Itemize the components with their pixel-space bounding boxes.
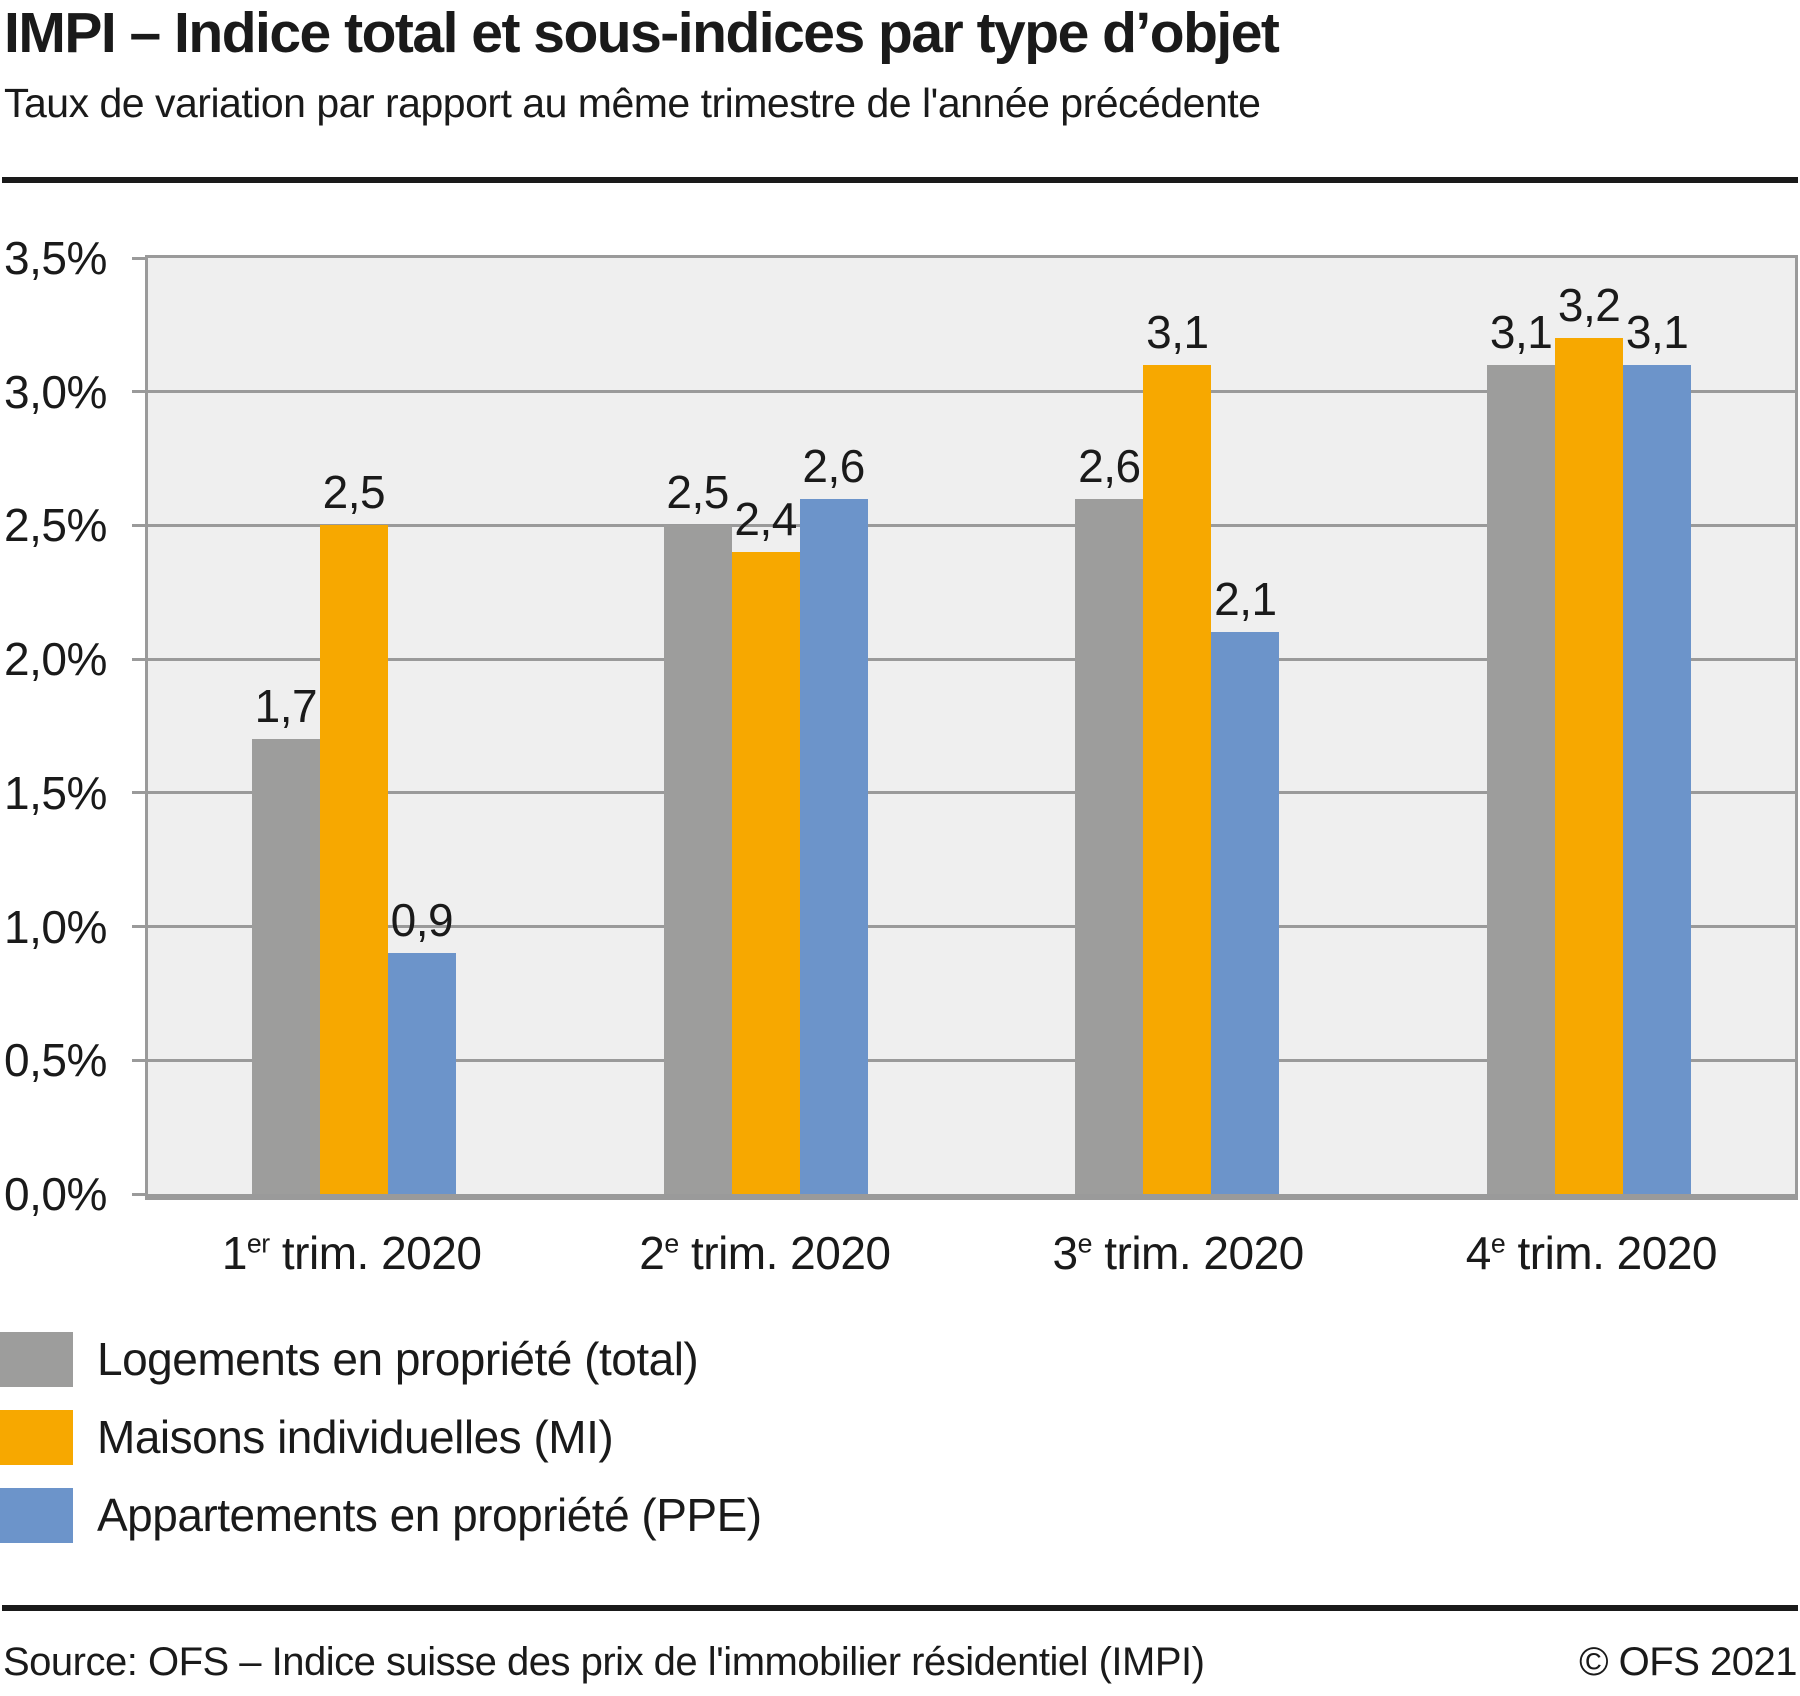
top-divider (2, 177, 1798, 183)
bar-group-1: 1,7 2,5 0,9 (148, 258, 560, 1194)
bar-value-label: 2,6 (1078, 439, 1141, 492)
bar: 2,5 (319, 466, 388, 1194)
gridline-0,5% (148, 1058, 1795, 1062)
y-tick-label: 2,0% (4, 633, 107, 686)
y-tick-label: 0,5% (4, 1034, 107, 1087)
y-tick-label: 0,0% (4, 1168, 107, 1220)
bar-groups: 1,7 2,5 0,9 2,5 2,4 2,6 2,6 3,1 2,1 3,1 3,2 3,1 (148, 258, 1795, 1194)
bar-value-label: 3,2 (1557, 279, 1621, 332)
chart-subtitle: Taux de variation par rapport au même tr… (4, 80, 1261, 126)
bar: 2,4 (731, 493, 800, 1194)
bar: 2,1 (1211, 573, 1280, 1194)
legend-swatch (0, 1409, 73, 1465)
y-tick-label: 3,0% (4, 365, 107, 418)
y-tick-label: 1,5% (4, 766, 107, 819)
gridline-1,0% (148, 925, 1795, 929)
x-tick-label: 1er trim. 2020 (221, 1227, 482, 1279)
legend-swatch (0, 1487, 73, 1543)
y-tick-mark (132, 791, 145, 795)
bar-value-label: 2,4 (734, 493, 797, 546)
y-tick-mark (132, 523, 145, 527)
bar-group-3: 2,6 3,1 2,1 (972, 258, 1384, 1194)
y-tick-label: 2,5% (4, 499, 107, 552)
gridline-2,0% (148, 657, 1795, 661)
bar-group-2: 2,5 2,4 2,6 (560, 258, 972, 1194)
bar-value-label: 2,6 (802, 439, 865, 492)
y-tick-mark (132, 925, 145, 929)
footer-divider (2, 1605, 1798, 1611)
legend-label: Maisons individuelles (MI) (97, 1411, 614, 1463)
chart-title: IMPI – Indice total et sous-indices par … (4, 1, 1280, 65)
y-tick-mark (132, 390, 145, 394)
footer: Source: OFS – Indice suisse des prix de … (3, 1640, 1797, 1685)
gridline-1,5% (148, 791, 1795, 795)
y-tick-label: 3,5% (4, 232, 107, 284)
bar-group-4: 3,1 3,2 3,1 (1383, 258, 1795, 1194)
bar: 2,6 (1075, 440, 1144, 1194)
copyright-note: © OFS 2021 (1579, 1640, 1797, 1684)
bar-value-label: 2,5 (322, 466, 386, 519)
source-note: Source: OFS – Indice suisse des prix de … (3, 1640, 1205, 1684)
x-tick-label: 2e trim. 2020 (639, 1227, 891, 1279)
legend-item: Logements en propriété (total) (0, 1331, 762, 1387)
y-axis: 0,0% 0,5% 1,0% 1,5% 2,0% 2,5% 3,0% 3,5% (0, 232, 145, 1220)
bar-value-label: 1,7 (254, 680, 318, 733)
y-tick-mark (132, 657, 145, 661)
bar-value-label: 2,5 (666, 466, 729, 519)
bar: 0,9 (387, 894, 456, 1194)
legend-item: Appartements en propriété (PPE) (0, 1487, 762, 1543)
bar-value-label: 3,1 (1625, 305, 1689, 358)
legend-label: Logements en propriété (total) (97, 1333, 699, 1385)
bar: 1,7 (251, 680, 320, 1194)
bar: 3,1 (1487, 306, 1556, 1194)
bar-value-label: 3,1 (1146, 305, 1209, 358)
bar-value-label: 0,9 (390, 894, 454, 947)
plot-area: 1,7 2,5 0,9 2,5 2,4 2,6 2,6 3,1 2,1 3,1 3,2 3,1 (145, 255, 1798, 1200)
legend-item: Maisons individuelles (MI) (0, 1409, 762, 1465)
bar: 2,5 (663, 466, 732, 1194)
legend-label: Appartements en propriété (PPE) (97, 1489, 762, 1541)
bar: 3,1 (1623, 306, 1692, 1194)
x-axis: 1er trim. 2020 2e trim. 2020 3e trim. 2020… (145, 1226, 1798, 1280)
bar-value-label: 3,1 (1489, 305, 1553, 358)
y-tick-mark (132, 1058, 145, 1062)
x-tick-label: 4e trim. 2020 (1465, 1227, 1718, 1279)
gridline-3,0% (148, 390, 1795, 394)
x-tick-label: 3e trim. 2020 (1052, 1227, 1305, 1279)
y-tick-mark (132, 1192, 145, 1196)
bar: 3,2 (1555, 279, 1624, 1194)
gridline-2,5% (148, 523, 1795, 527)
bar: 2,6 (799, 440, 868, 1194)
bar: 3,1 (1143, 306, 1212, 1194)
legend: Logements en propriété (total) Maisons in… (0, 1331, 762, 1565)
y-tick-mark (132, 256, 145, 260)
legend-swatch (0, 1331, 73, 1387)
y-tick-label: 1,0% (4, 900, 107, 953)
bar-value-label: 2,1 (1214, 573, 1277, 626)
